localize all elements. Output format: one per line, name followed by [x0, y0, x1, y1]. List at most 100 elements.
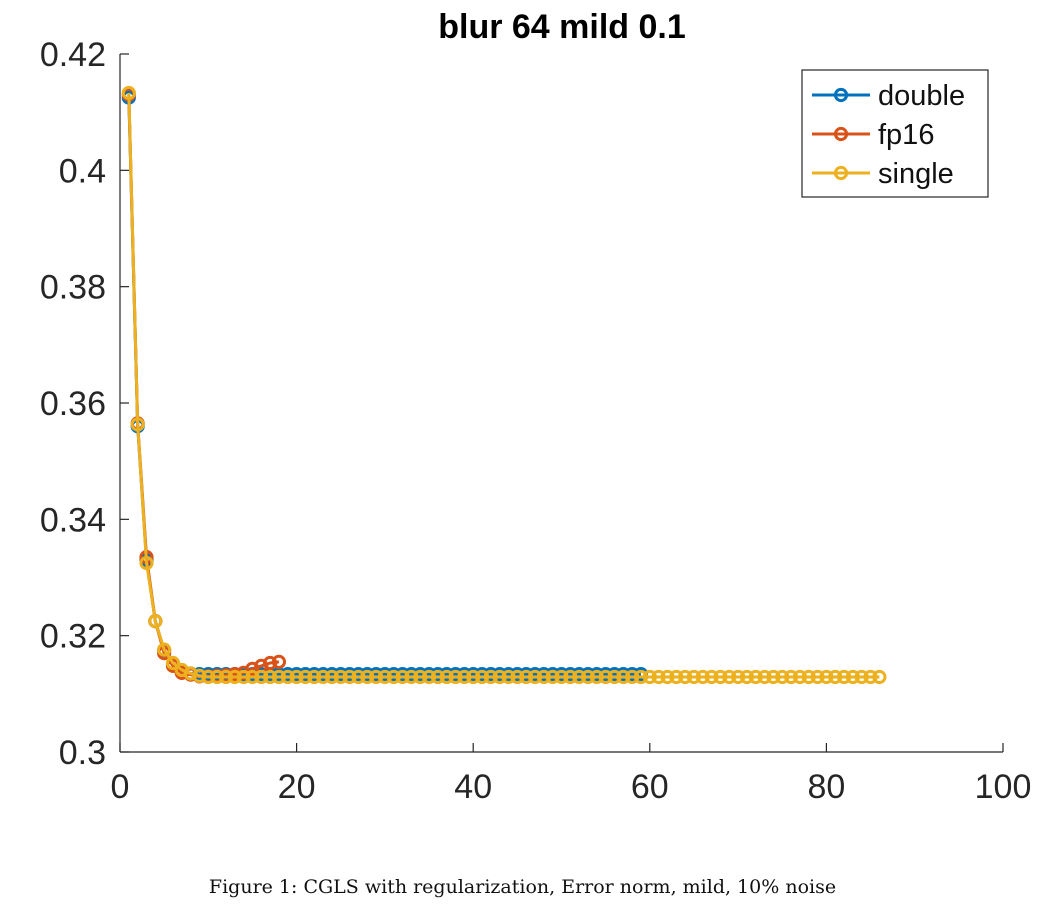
data-point — [766, 669, 781, 685]
data-point — [333, 669, 348, 685]
data-point — [845, 669, 860, 685]
legend-label: fp16 — [878, 119, 934, 151]
data-point — [616, 669, 631, 685]
x-tick-label: 20 — [278, 768, 316, 806]
x-tick-label: 100 — [975, 768, 1032, 806]
data-point — [810, 669, 825, 685]
x-tick-label: 80 — [807, 768, 845, 806]
data-point — [483, 669, 498, 685]
legend: double fp16 single — [801, 69, 989, 198]
data-point — [651, 669, 666, 685]
series-line-double — [127, 97, 641, 676]
data-point — [148, 614, 163, 629]
data-point — [183, 666, 198, 681]
data-point — [748, 669, 763, 685]
y-tick-label: 0.4 — [59, 152, 106, 190]
data-point — [545, 669, 560, 685]
data-point — [722, 669, 737, 685]
data-point — [263, 669, 278, 685]
data-point — [792, 669, 808, 685]
data-point — [572, 669, 587, 685]
data-point — [501, 669, 516, 685]
data-point — [695, 669, 710, 685]
data-point — [324, 669, 340, 685]
data-point — [519, 669, 534, 685]
data-point — [448, 669, 463, 685]
chart: blur 64 mild 0.1 0 20 40 60 80 100 0.3 0.32 0.34… — [40, 8, 1032, 806]
data-point — [280, 669, 295, 685]
data-point — [201, 669, 216, 685]
x-tick-label: 0 — [111, 768, 130, 806]
series-double — [121, 90, 649, 682]
data-point — [757, 669, 772, 685]
data-point — [739, 669, 755, 685]
data-point — [466, 669, 481, 685]
series-fp16 — [121, 87, 287, 684]
figure-caption: Figure 1: CGLS with regularization, Erro… — [208, 876, 837, 898]
data-point — [386, 669, 401, 685]
data-point — [271, 669, 287, 685]
series-line-single — [127, 92, 880, 679]
data-point — [289, 669, 304, 685]
data-point — [430, 669, 445, 685]
legend-item-double: double — [812, 80, 965, 112]
data-point — [678, 669, 693, 685]
data-point — [598, 669, 613, 685]
legend-marker — [833, 126, 849, 142]
data-point — [625, 669, 640, 685]
series-single — [121, 85, 887, 685]
data-point — [227, 669, 242, 685]
data-point — [713, 669, 728, 685]
legend-marker — [833, 165, 849, 181]
data-point — [218, 669, 234, 685]
data-point — [704, 669, 719, 685]
data-point — [554, 669, 569, 685]
data-point — [404, 669, 419, 685]
axes: 0 20 40 60 80 100 0.3 0.32 0.34 0.36 0.38 0.4 0.42 — [40, 36, 1032, 806]
plot-area — [121, 85, 887, 685]
data-point — [254, 669, 269, 685]
legend-item-fp16: fp16 — [812, 119, 934, 151]
data-point — [439, 669, 454, 685]
data-point — [872, 669, 887, 685]
data-point — [836, 669, 852, 685]
data-point — [633, 669, 649, 685]
data-point — [527, 669, 543, 685]
data-point — [642, 669, 657, 685]
data-point — [377, 669, 392, 685]
data-point — [342, 669, 357, 685]
chart-title: blur 64 mild 0.1 — [438, 8, 686, 46]
legend-marker — [833, 87, 849, 103]
data-point — [130, 417, 145, 432]
data-point — [360, 669, 375, 685]
data-point — [669, 669, 684, 685]
data-point — [801, 669, 816, 685]
data-point — [854, 669, 869, 685]
data-point — [686, 669, 702, 685]
data-point — [315, 669, 331, 685]
legend-item-single: single — [812, 158, 954, 190]
data-point — [536, 669, 551, 685]
data-point — [510, 669, 525, 685]
data-point — [783, 669, 799, 685]
y-tick-label: 0.42 — [40, 36, 106, 74]
data-point — [413, 669, 428, 685]
y-tick-label: 0.32 — [40, 618, 106, 656]
data-point — [457, 669, 472, 685]
data-point — [307, 669, 322, 685]
data-point — [395, 669, 410, 685]
data-point — [192, 668, 207, 683]
data-point — [165, 655, 181, 671]
data-point — [580, 669, 596, 685]
y-tick-label: 0.38 — [40, 269, 106, 307]
data-point — [236, 669, 251, 685]
data-point — [863, 669, 878, 685]
data-point — [660, 669, 675, 685]
data-point — [245, 669, 260, 685]
legend-label: single — [878, 158, 954, 190]
data-point — [210, 669, 225, 685]
data-point — [298, 669, 313, 685]
y-tick-label: 0.34 — [40, 501, 106, 539]
data-point — [492, 669, 507, 685]
data-point — [607, 669, 622, 685]
